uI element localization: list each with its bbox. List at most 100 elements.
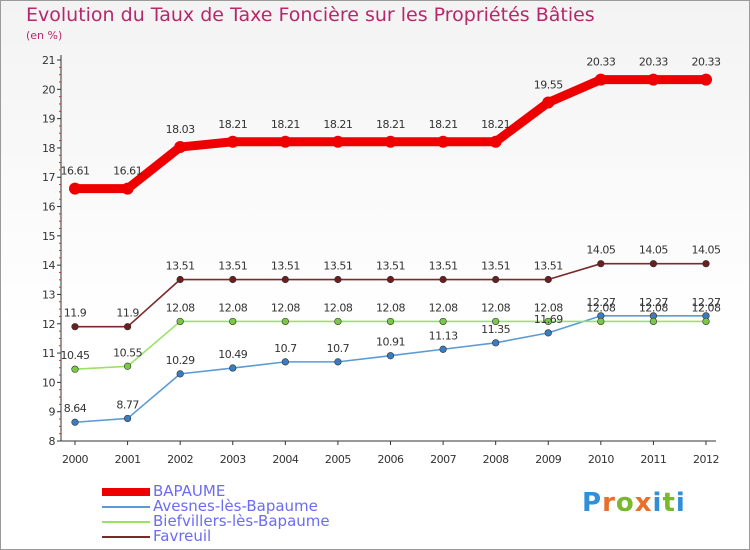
data-point <box>71 418 79 426</box>
data-point <box>597 317 605 326</box>
legend-label-bapaume: BAPAUME <box>153 482 226 500</box>
logo-letter: t <box>662 488 676 518</box>
data-point <box>71 365 79 373</box>
legend-label-avesnes: Avesnes-lès-Bapaume <box>153 497 318 515</box>
data-label: 11.9 <box>64 307 87 320</box>
data-point <box>229 275 237 284</box>
x-tick-label: 2008 <box>483 453 509 466</box>
data-point <box>334 317 342 326</box>
data-point <box>492 275 500 284</box>
data-label: 12.08 <box>323 301 352 314</box>
logo-letter: P <box>582 488 603 518</box>
data-label: 18.03 <box>166 123 195 136</box>
data-label: 11.69 <box>534 313 563 326</box>
data-point <box>174 141 187 154</box>
y-tick-label: 17 <box>42 171 55 184</box>
x-tick-label: 2002 <box>167 453 193 466</box>
x-tick-label: 2011 <box>640 453 666 466</box>
data-label: 12.08 <box>166 301 195 314</box>
x-tick-label: 2003 <box>220 453 246 466</box>
logo-letter: i <box>652 488 663 518</box>
data-label: 18.21 <box>271 118 300 131</box>
data-point <box>544 329 552 337</box>
data-point <box>334 275 342 284</box>
logo-letter: i <box>675 488 686 518</box>
data-label: 14.05 <box>692 244 721 257</box>
data-label: 12.08 <box>376 301 405 314</box>
data-point <box>649 317 658 326</box>
x-tick-label: 2007 <box>430 453 456 466</box>
data-label: 13.51 <box>534 260 563 273</box>
data-point <box>439 275 447 284</box>
y-tick-label: 18 <box>42 142 55 155</box>
data-label: 13.51 <box>166 260 195 273</box>
data-point <box>331 135 344 148</box>
data-label: 10.45 <box>61 349 90 362</box>
legend-item-biefvillers: Biefvillers-lès-Bapaume <box>102 514 330 529</box>
data-label: 12.08 <box>692 301 721 314</box>
data-label: 13.51 <box>481 260 510 273</box>
data-label: 20.33 <box>586 56 615 69</box>
data-label: 12.08 <box>481 301 510 314</box>
data-point <box>226 135 239 148</box>
y-tick-label: 11 <box>42 347 55 360</box>
y-tick-label: 10 <box>42 376 55 389</box>
legend-item-bapaume: BAPAUME <box>102 484 330 499</box>
data-point <box>69 182 81 195</box>
y-tick-label: 21 <box>42 54 55 67</box>
data-label: 19.55 <box>534 78 563 91</box>
data-point <box>492 339 500 347</box>
data-point <box>334 358 342 366</box>
legend-swatch-biefvillers <box>102 520 150 523</box>
data-point <box>439 317 447 326</box>
proxiti-logo: Proxiti <box>582 488 686 518</box>
data-label: 13.51 <box>323 260 352 273</box>
data-label: 18.21 <box>218 118 247 131</box>
data-point <box>647 73 660 86</box>
x-tick-label: 2009 <box>535 453 561 466</box>
logo-letter: r <box>602 488 616 518</box>
data-point <box>386 352 395 360</box>
data-point <box>544 317 552 326</box>
x-tick-label: 2004 <box>272 453 298 466</box>
data-point <box>700 73 712 86</box>
data-point <box>702 260 710 268</box>
data-point <box>542 96 555 109</box>
data-label: 20.33 <box>692 56 721 69</box>
data-point <box>281 358 289 366</box>
data-label: 12.08 <box>429 301 458 314</box>
legend-label-favreuil: Favreuil <box>153 527 212 545</box>
data-point <box>384 135 397 148</box>
legend: BAPAUME Avesnes-lès-Bapaume Biefvillers-… <box>102 484 330 544</box>
data-point <box>176 317 184 326</box>
legend-item-favreuil: Favreuil <box>102 529 330 544</box>
data-label: 13.51 <box>376 260 405 273</box>
x-tick-label: 2006 <box>378 453 404 466</box>
data-point <box>229 364 237 372</box>
y-tick-label: 12 <box>42 318 55 331</box>
data-label: 18.21 <box>376 118 405 131</box>
logo-letter: x <box>634 488 653 518</box>
legend-swatch-bapaume <box>102 487 150 496</box>
data-point <box>123 362 132 370</box>
data-point <box>279 135 292 148</box>
y-tick-label: 13 <box>42 288 55 301</box>
data-label: 12.08 <box>639 301 668 314</box>
data-label: 11.9 <box>116 307 139 320</box>
data-label: 10.29 <box>166 354 195 367</box>
data-point <box>176 275 184 284</box>
data-label: 18.21 <box>429 118 458 131</box>
data-label: 11.13 <box>429 329 458 342</box>
data-point <box>492 317 500 326</box>
data-point <box>176 370 184 378</box>
data-label: 12.08 <box>271 301 300 314</box>
data-label: 18.21 <box>481 118 510 131</box>
x-tick-label: 2012 <box>693 453 719 466</box>
x-tick-label: 2000 <box>62 453 88 466</box>
series-line-1 <box>74 315 707 424</box>
data-point <box>386 275 395 284</box>
legend-swatch-avesnes <box>102 505 150 508</box>
data-label: 10.55 <box>113 346 142 359</box>
